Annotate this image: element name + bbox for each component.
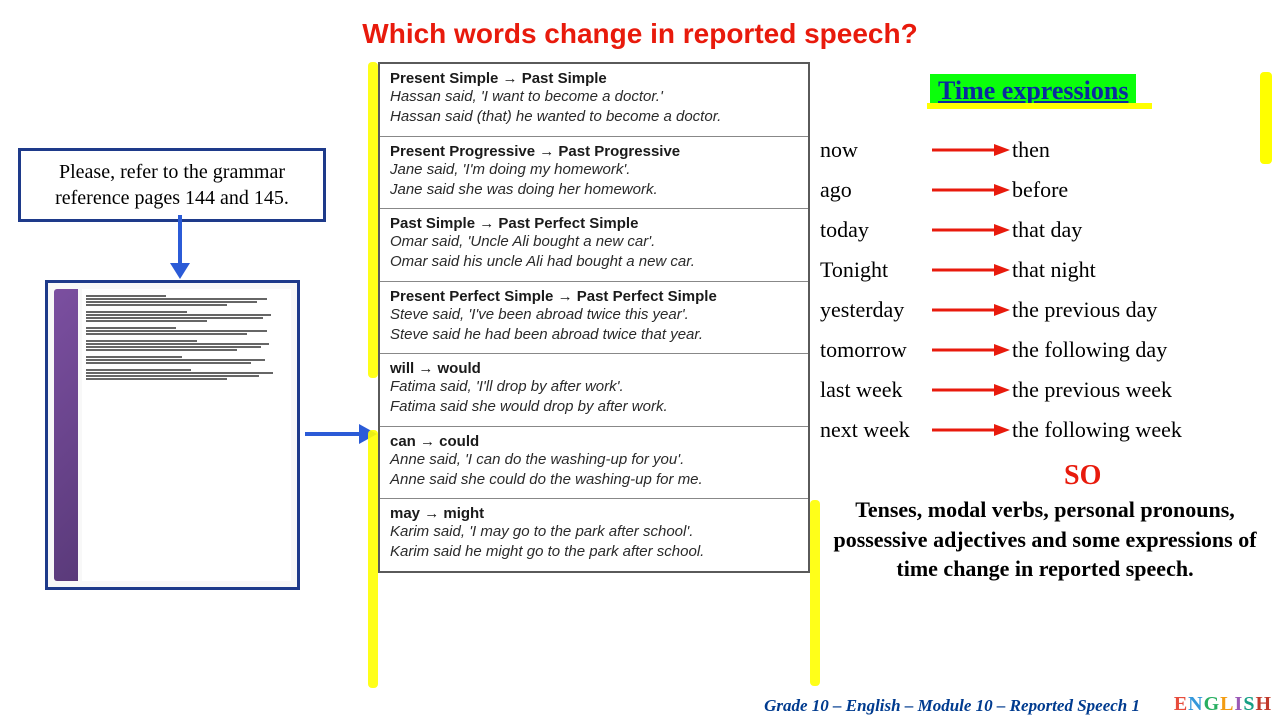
footer-text: Grade 10 – English – Module 10 – Reporte… (764, 696, 1140, 716)
highlight-underline (927, 103, 1152, 109)
tense-heading: will → would (390, 360, 798, 377)
tense-example-direct: Karim said, 'I may go to the park after … (390, 522, 798, 542)
tense-row: Present Simple → Past SimpleHassan said,… (380, 64, 808, 137)
book-thumbnail (45, 280, 300, 590)
arrow-right-icon (932, 183, 1012, 197)
arrow-right-icon (305, 420, 377, 448)
tense-row: Present Perfect Simple → Past Perfect Si… (380, 282, 808, 355)
tense-example-direct: Jane said, 'I'm doing my homework'. (390, 160, 798, 180)
time-direct: next week (820, 417, 932, 443)
tense-example-direct: Steve said, 'I've been abroad twice this… (390, 305, 798, 325)
time-direct: Tonight (820, 257, 932, 283)
time-reported: the following day (1012, 337, 1270, 363)
time-reported: before (1012, 177, 1270, 203)
instruction-box: Please, refer to the grammar reference p… (18, 148, 326, 222)
arrow-right-icon (932, 383, 1012, 397)
arrow-down-icon (165, 215, 195, 279)
time-direct: ago (820, 177, 932, 203)
book-page-preview (82, 289, 291, 581)
time-reported: the previous week (1012, 377, 1270, 403)
time-direct: today (820, 217, 932, 243)
arrow-right-icon (932, 303, 1012, 317)
page-title: Which words change in reported speech? (362, 18, 917, 50)
time-row: last week the previous week (820, 370, 1270, 410)
tense-example-reported: Anne said she could do the washing-up fo… (390, 470, 798, 490)
tense-example-reported: Jane said she was doing her homework. (390, 180, 798, 200)
tense-example-direct: Fatima said, 'I'll drop by after work'. (390, 377, 798, 397)
tense-heading: can → could (390, 433, 798, 450)
tense-table: Present Simple → Past SimpleHassan said,… (378, 62, 810, 573)
time-row: today that day (820, 210, 1270, 250)
arrow-right-icon (932, 263, 1012, 277)
time-row: yesterday the previous day (820, 290, 1270, 330)
tense-heading: may → might (390, 505, 798, 522)
highlight-bar (368, 62, 378, 378)
time-reported: then (1012, 137, 1270, 163)
so-label: SO (1064, 460, 1101, 492)
tense-heading: Present Perfect Simple → Past Perfect Si… (390, 288, 798, 305)
tense-example-reported: Omar said his uncle Ali had bought a new… (390, 252, 798, 272)
tense-example-reported: Steve said he had been abroad twice that… (390, 325, 798, 345)
time-row: Tonight that night (820, 250, 1270, 290)
tense-heading: Past Simple → Past Perfect Simple (390, 215, 798, 232)
time-direct: now (820, 137, 932, 163)
time-reported: that day (1012, 217, 1270, 243)
tense-row: Present Progressive → Past ProgressiveJa… (380, 137, 808, 210)
highlight-bar (368, 430, 378, 688)
time-direct: yesterday (820, 297, 932, 323)
tense-heading: Present Progressive → Past Progressive (390, 143, 798, 160)
time-reported: the previous day (1012, 297, 1270, 323)
tense-row: may → mightKarim said, 'I may go to the … (380, 499, 808, 571)
tense-row: can → couldAnne said, 'I can do the wash… (380, 427, 808, 500)
arrow-right-icon (932, 343, 1012, 357)
arrow-right-icon (932, 223, 1012, 237)
time-row: next week the following week (820, 410, 1270, 450)
arrow-right-icon (932, 423, 1012, 437)
tense-example-direct: Anne said, 'I can do the washing-up for … (390, 450, 798, 470)
time-expressions-list: now then ago before today that day Tonight that… (820, 130, 1270, 450)
summary-text: Tenses, modal verbs, personal pronouns, … (830, 495, 1260, 584)
time-row: now then (820, 130, 1270, 170)
time-reported: the following week (1012, 417, 1270, 443)
tense-example-direct: Hassan said, 'I want to become a doctor.… (390, 87, 798, 107)
tense-heading: Present Simple → Past Simple (390, 70, 798, 87)
time-row: tomorrow the following day (820, 330, 1270, 370)
time-direct: last week (820, 377, 932, 403)
english-logo: ENGLISH (1174, 693, 1272, 716)
tense-row: will → wouldFatima said, 'I'll drop by a… (380, 354, 808, 427)
arrow-right-icon (932, 143, 1012, 157)
time-direct: tomorrow (820, 337, 932, 363)
tense-example-reported: Karim said he might go to the park after… (390, 542, 798, 562)
tense-example-reported: Hassan said (that) he wanted to become a… (390, 107, 798, 127)
time-row: ago before (820, 170, 1270, 210)
tense-row: Past Simple → Past Perfect SimpleOmar sa… (380, 209, 808, 282)
time-reported: that night (1012, 257, 1270, 283)
tense-example-reported: Fatima said she would drop by after work… (390, 397, 798, 417)
highlight-bar (810, 500, 820, 686)
tense-example-direct: Omar said, 'Uncle Ali bought a new car'. (390, 232, 798, 252)
